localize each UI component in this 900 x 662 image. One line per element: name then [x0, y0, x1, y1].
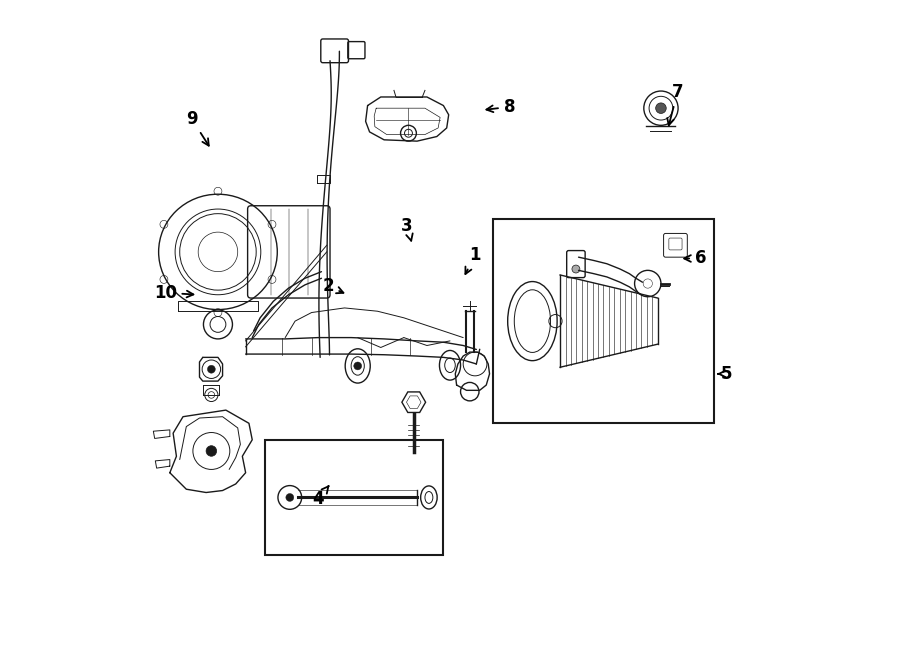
Text: 3: 3 [401, 216, 413, 241]
Text: 4: 4 [312, 486, 328, 508]
Circle shape [656, 103, 666, 113]
Bar [266, 440, 444, 555]
Text: 8: 8 [486, 98, 515, 116]
Text: 7: 7 [667, 83, 683, 125]
Text: 2: 2 [322, 277, 344, 295]
Text: 6: 6 [684, 250, 706, 267]
Text: 10: 10 [154, 284, 194, 302]
Circle shape [206, 446, 217, 456]
Text: 5: 5 [718, 365, 733, 383]
Circle shape [572, 265, 580, 273]
Text: 9: 9 [185, 110, 209, 146]
Bar [493, 219, 714, 423]
Circle shape [354, 362, 362, 370]
Circle shape [207, 365, 215, 373]
Circle shape [286, 493, 293, 501]
Text: 1: 1 [465, 246, 481, 274]
